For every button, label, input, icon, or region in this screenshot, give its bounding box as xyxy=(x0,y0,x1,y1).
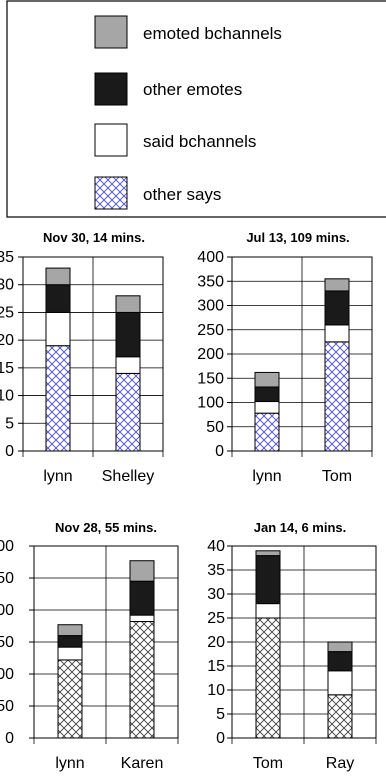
y-tick-label: 10 xyxy=(207,682,225,699)
bar-segment-other-says-shelley xyxy=(115,372,141,452)
legend-label-other-says: other says xyxy=(143,185,221,204)
y-tick-label: 25 xyxy=(0,304,14,321)
chart-panel-1: Nov 30, 14 mins. 35 30 25 20 15 10 5 0 lynn Shelle… xyxy=(0,230,164,485)
bar-segment-emoted-bchannels-tom xyxy=(324,278,350,292)
y-tick-label: 00 xyxy=(0,666,14,683)
legend-swatch-said-bchannels xyxy=(94,123,128,157)
x-category-label: Tom xyxy=(322,468,352,485)
chart-title: Nov 30, 14 mins. xyxy=(43,230,145,245)
y-tick-label: 0 xyxy=(215,443,224,460)
x-category-label: Tom xyxy=(253,755,283,772)
bar-segment-other-emotes-lynn xyxy=(254,386,280,403)
bar-segment-emoted-bchannels-lynn xyxy=(57,624,83,637)
bar-segment-said-bchannels-shelley xyxy=(115,356,141,374)
legend-item-emoted-bchannels: emoted bchannels xyxy=(94,15,282,49)
y-tick-label: 150 xyxy=(197,370,224,387)
y-tick-label: 30 xyxy=(207,586,225,603)
bar-segment-other-emotes-lynn xyxy=(57,635,83,648)
legend: emoted bchannels other emotes said bchan… xyxy=(6,0,386,218)
bar-segment-said-bchannels-karen xyxy=(129,614,155,623)
y-tick-label: 35 xyxy=(0,249,14,266)
bar-segment-emoted-bchannels-ray xyxy=(327,641,353,653)
legend-item-other-says: other says xyxy=(94,176,221,210)
x-category-label: Shelley xyxy=(102,468,154,485)
y-tick-label: 15 xyxy=(0,360,14,377)
chart-title: Nov 28, 55 mins. xyxy=(55,520,157,535)
y-tick-label: 00 xyxy=(0,538,14,555)
bar-segment-other-emotes-lynn xyxy=(45,284,71,313)
bar-segment-emoted-bchannels-lynn xyxy=(254,371,280,388)
chart-title: Jul 13, 109 mins. xyxy=(246,230,349,245)
legend-item-said-bchannels: said bchannels xyxy=(94,123,256,157)
bar-segment-other-says-ray xyxy=(327,694,353,739)
y-tick-label: 0 xyxy=(5,443,14,460)
bar-segment-other-says-karen xyxy=(129,621,155,739)
legend-swatch-other-emotes xyxy=(94,72,128,106)
bar-segment-other-says-lynn xyxy=(254,412,280,452)
y-tick-label: 50 xyxy=(0,570,14,587)
bar-segment-other-emotes-tom xyxy=(255,555,281,605)
legend-label-emoted-bchannels: emoted bchannels xyxy=(143,24,282,43)
bar-segment-emoted-bchannels-karen xyxy=(129,560,155,582)
legend-label-said-bchannels: said bchannels xyxy=(143,132,256,151)
y-tick-label: 50 xyxy=(0,698,14,715)
x-category-label: lynn xyxy=(55,755,84,772)
x-category-label: Ray xyxy=(326,755,354,772)
x-category-label: Karen xyxy=(121,755,164,772)
bar-segment-other-emotes-karen xyxy=(129,580,155,616)
chart-panel-3: Nov 28, 55 mins. 00 50 00 50 00 50 0 lynn Karen xyxy=(0,520,179,772)
y-tick-label: 10 xyxy=(0,388,14,405)
y-tick-label: 50 xyxy=(0,634,14,651)
bar-segment-emoted-bchannels-shelley xyxy=(115,295,141,313)
bar-segment-other-says-tom xyxy=(324,341,350,452)
bar-segment-said-bchannels-ray xyxy=(327,670,353,696)
bar-segment-emoted-bchannels-lynn xyxy=(45,267,71,286)
y-tick-label: 30 xyxy=(0,277,14,294)
y-tick-label: 5 xyxy=(216,706,225,723)
bar-segment-other-emotes-shelley xyxy=(115,311,141,358)
legend-label-other-emotes: other emotes xyxy=(143,80,242,99)
y-tick-label: 250 xyxy=(197,322,224,339)
y-tick-label: 400 xyxy=(197,249,224,266)
y-tick-label: 0 xyxy=(216,730,225,747)
bar-segment-emoted-bchannels-tom xyxy=(255,550,281,557)
y-tick-label: 200 xyxy=(197,346,224,363)
y-tick-label: 100 xyxy=(197,395,224,412)
bar-segment-said-bchannels-lynn xyxy=(45,311,71,347)
chart-title: Jan 14, 6 mins. xyxy=(254,520,347,535)
y-tick-label: 0 xyxy=(5,730,14,747)
y-tick-label: 15 xyxy=(207,658,225,675)
y-tick-label: 20 xyxy=(0,332,14,349)
x-category-label: lynn xyxy=(252,468,281,485)
legend-frame xyxy=(6,0,386,218)
y-tick-label: 35 xyxy=(207,562,225,579)
y-tick-label: 40 xyxy=(207,538,225,555)
bar-segment-other-says-lynn xyxy=(57,659,83,739)
chart-panel-4: Jan 14, 6 mins. 40 35 30 25 20 15 10 5 0 Tom Ray xyxy=(207,520,377,772)
bar-segment-other-says-lynn xyxy=(45,345,71,452)
y-tick-label: 00 xyxy=(0,602,14,619)
legend-item-other-emotes: other emotes xyxy=(94,72,242,106)
bar-segment-other-says-tom xyxy=(255,617,281,739)
bar-segment-said-bchannels-tom xyxy=(324,324,350,343)
bar-segment-other-emotes-tom xyxy=(324,290,350,326)
y-tick-label: 20 xyxy=(207,634,225,651)
x-category-label: lynn xyxy=(43,468,72,485)
bar-segment-said-bchannels-lynn xyxy=(254,401,280,414)
chart-panel-2: Jul 13, 109 mins. 400 350 300 250 200 150 100 50… xyxy=(197,230,373,485)
legend-swatch-emoted-bchannels xyxy=(94,15,128,49)
y-tick-label: 25 xyxy=(207,610,225,627)
bar-segment-other-emotes-ray xyxy=(327,651,353,672)
y-tick-label: 5 xyxy=(5,415,14,432)
legend-swatch-other-says xyxy=(94,176,128,210)
y-tick-label: 300 xyxy=(197,298,224,315)
bar-segment-said-bchannels-tom xyxy=(255,603,281,619)
y-tick-label: 50 xyxy=(206,419,224,436)
y-tick-label: 350 xyxy=(197,273,224,290)
bar-segment-said-bchannels-lynn xyxy=(57,646,83,661)
